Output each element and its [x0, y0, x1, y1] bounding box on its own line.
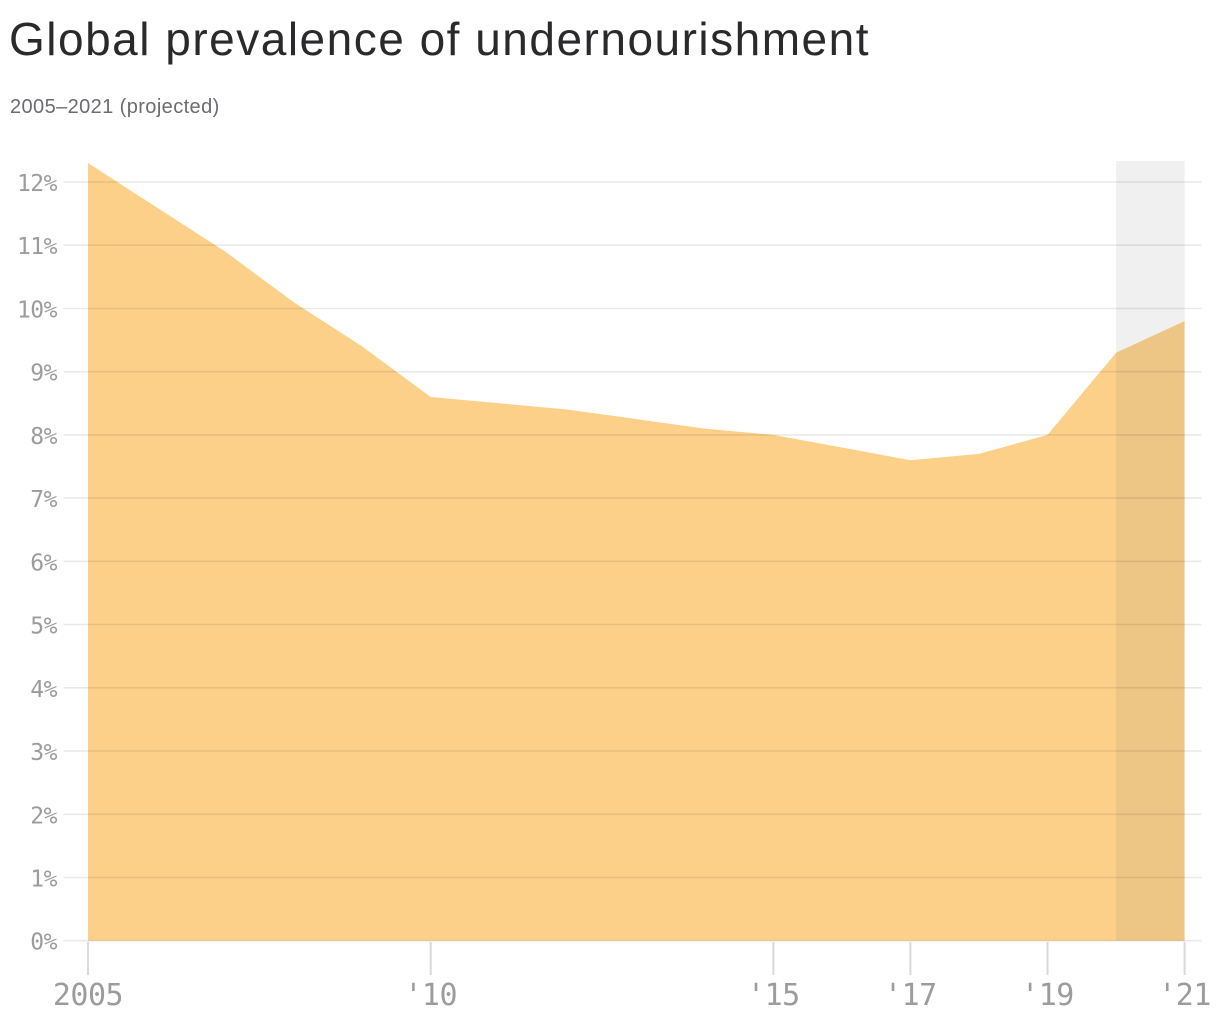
- y-axis-label: 6%: [30, 550, 57, 576]
- y-axis-label: 3%: [30, 740, 57, 766]
- x-axis-label: '10: [404, 978, 457, 1013]
- chart-title: Global prevalence of undernourishment: [9, 13, 870, 65]
- chart-subtitle: 2005–2021 (projected): [10, 96, 220, 118]
- x-axis-label: '21: [1158, 978, 1211, 1013]
- y-axis-label: 4%: [30, 677, 57, 703]
- y-axis-label: 2%: [30, 803, 57, 829]
- y-axis-label: 1%: [30, 867, 57, 893]
- y-axis-label: 11%: [17, 234, 58, 260]
- y-axis-label: 5%: [30, 614, 57, 640]
- y-axis-label: 9%: [30, 361, 57, 387]
- y-axis-label: 0%: [30, 930, 57, 956]
- y-axis-label: 7%: [30, 487, 57, 513]
- y-axis-label: 8%: [30, 424, 57, 450]
- area-series: [88, 163, 1185, 941]
- y-axis-label: 12%: [17, 171, 58, 197]
- projected-band: [1116, 161, 1185, 941]
- y-axis-label: 10%: [17, 298, 58, 324]
- x-axis-label: '15: [747, 978, 800, 1013]
- x-axis-label: '19: [1021, 978, 1074, 1013]
- x-axis-label: 2005: [53, 978, 123, 1013]
- x-axis-label: '17: [884, 978, 937, 1013]
